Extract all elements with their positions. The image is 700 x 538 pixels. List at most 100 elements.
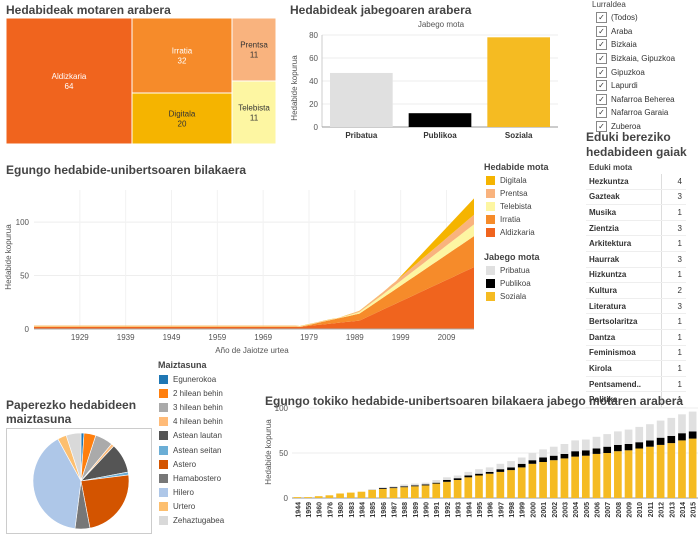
stacked-bar-segment[interactable] — [528, 460, 537, 464]
pie-legend-item[interactable]: Zehaztugabea — [159, 514, 224, 528]
stacked-bar-segment[interactable] — [517, 457, 526, 464]
pie-slice[interactable] — [32, 438, 82, 529]
filter-option[interactable]: ✓ Bizkaia, Gipuzkoa — [596, 52, 675, 66]
table-row[interactable]: Hezkuntza 4 — [586, 174, 686, 190]
stacked-bar-segment[interactable] — [678, 440, 686, 498]
stacked-bar-segment[interactable] — [507, 461, 515, 468]
treemap-cell-aldizkaria[interactable] — [6, 18, 133, 144]
stacked-bar-segment[interactable] — [614, 451, 622, 498]
jabego-legend-item[interactable]: Soziala — [486, 290, 531, 303]
stacked-bar-segment[interactable] — [624, 444, 633, 451]
mota-legend-item[interactable]: Prentsa — [486, 187, 535, 200]
stacked-bar-segment[interactable] — [411, 483, 419, 486]
jabego-bar-pribatua[interactable] — [330, 72, 393, 127]
pie-legend-item[interactable]: 3 hilean behin — [159, 400, 224, 414]
filter-option[interactable]: ✓ Nafarroa Garaia — [596, 106, 675, 120]
pie-legend-item[interactable]: Astean seitan — [159, 443, 224, 457]
treemap-cell-irratia[interactable] — [131, 18, 233, 94]
stacked-bar-segment[interactable] — [667, 443, 676, 498]
stacked-bar-segment[interactable] — [475, 469, 483, 474]
stacked-bar-segment[interactable] — [624, 450, 633, 498]
stacked-bar-segment[interactable] — [656, 437, 665, 445]
stacked-bar-segment[interactable] — [453, 475, 462, 479]
stacked-bar-segment[interactable] — [432, 480, 441, 483]
stacked-bar-segment[interactable] — [635, 448, 644, 499]
stacked-bar-segment[interactable] — [517, 467, 526, 498]
stacked-bar-segment[interactable] — [293, 497, 302, 498]
stacked-bar-segment[interactable] — [539, 462, 547, 498]
stacked-bar-segment[interactable] — [549, 446, 558, 456]
stacked-bar-segment[interactable] — [346, 492, 355, 498]
stacked-bar-segment[interactable] — [507, 467, 515, 471]
filter-option[interactable]: ✓ Araba — [596, 25, 675, 39]
stacked-bar-segment[interactable] — [571, 440, 579, 452]
checkbox-checked-icon[interactable]: ✓ — [596, 80, 607, 92]
stacked-bar-segment[interactable] — [368, 489, 376, 498]
mota-legend-item[interactable]: Telebista — [486, 200, 535, 213]
stacked-bar-segment[interactable] — [475, 475, 483, 499]
table-row[interactable]: Pentsamend.. 1 — [586, 376, 686, 393]
table-row[interactable]: Haurrak 3 — [586, 251, 686, 268]
mota-legend-item[interactable]: Digitala — [486, 174, 535, 187]
stacked-bar-segment[interactable] — [411, 486, 419, 498]
checkbox-checked-icon[interactable]: ✓ — [596, 53, 607, 65]
checkbox-checked-icon[interactable]: ✓ — [596, 12, 607, 24]
stacked-bar-segment[interactable] — [496, 471, 505, 498]
jabego-bar-publikoa[interactable] — [408, 113, 472, 127]
stacked-bar-segment[interactable] — [336, 493, 344, 499]
checkbox-checked-icon[interactable]: ✓ — [596, 66, 607, 78]
stacked-bar-segment[interactable] — [389, 486, 398, 488]
stacked-bar-segment[interactable] — [614, 444, 622, 452]
stacked-bar-segment[interactable] — [581, 439, 590, 451]
stacked-bar-segment[interactable] — [389, 487, 398, 489]
stacked-bar-segment[interactable] — [560, 444, 569, 454]
stacked-bar-segment[interactable] — [421, 484, 430, 486]
pie-legend-item[interactable]: 4 hilean behin — [159, 415, 224, 429]
stacked-bar-segment[interactable] — [432, 482, 441, 484]
treemap-cell-digitala[interactable] — [131, 92, 233, 144]
stacked-bar-segment[interactable] — [549, 455, 558, 461]
stacked-bar-segment[interactable] — [592, 453, 601, 498]
stacked-bar-segment[interactable] — [539, 457, 547, 463]
table-row[interactable]: Kultura 2 — [586, 283, 686, 299]
stacked-bar-segment[interactable] — [646, 446, 654, 498]
stacked-bar-segment[interactable] — [485, 467, 494, 472]
stacked-bar-segment[interactable] — [378, 488, 387, 489]
checkbox-checked-icon[interactable]: ✓ — [596, 121, 607, 133]
stacked-bar-segment[interactable] — [421, 482, 430, 485]
filter-option[interactable]: ✓ Lapurdi — [596, 79, 675, 93]
table-row[interactable]: Dantza 1 — [586, 329, 686, 346]
stacked-bar-segment[interactable] — [485, 471, 494, 474]
stacked-bar-segment[interactable] — [656, 444, 665, 498]
stacked-bar-segment[interactable] — [485, 473, 494, 498]
evolution-area-layer[interactable] — [34, 267, 474, 329]
table-row[interactable]: Literatura 3 — [586, 298, 686, 315]
stacked-bar-segment[interactable] — [368, 489, 376, 490]
table-row[interactable]: Musika 1 — [586, 205, 686, 221]
pie-slice[interactable] — [80, 474, 130, 529]
table-row[interactable]: Bertsolaritza 1 — [586, 314, 686, 330]
pie-legend-item[interactable]: 2 hilean behin — [159, 386, 224, 400]
table-row[interactable]: Arkitektura 1 — [586, 236, 686, 252]
stacked-bar-segment[interactable] — [464, 475, 473, 478]
stacked-bar-segment[interactable] — [411, 485, 419, 487]
stacked-bar-segment[interactable] — [592, 436, 601, 449]
stacked-bar-segment[interactable] — [603, 434, 612, 447]
checkbox-checked-icon[interactable]: ✓ — [596, 25, 607, 37]
stacked-bar-segment[interactable] — [443, 481, 451, 498]
stacked-bar-segment[interactable] — [688, 431, 697, 439]
stacked-bar-segment[interactable] — [400, 484, 409, 487]
stacked-bar-segment[interactable] — [475, 473, 483, 476]
stacked-bar-segment[interactable] — [400, 486, 409, 488]
mota-legend-item[interactable]: Aldizkaria — [486, 226, 535, 239]
stacked-bar-segment[interactable] — [453, 480, 462, 498]
stacked-bar-segment[interactable] — [646, 440, 654, 447]
treemap-cell-prentsa[interactable] — [231, 18, 276, 82]
stacked-bar-segment[interactable] — [464, 477, 473, 498]
table-row[interactable]: Hizkuntza 1 — [586, 267, 686, 284]
pie-slice[interactable] — [65, 432, 82, 482]
stacked-bar-segment[interactable] — [378, 489, 387, 498]
stacked-bar-segment[interactable] — [304, 497, 312, 498]
stacked-bar-segment[interactable] — [432, 483, 441, 498]
stacked-bar-segment[interactable] — [646, 424, 654, 441]
